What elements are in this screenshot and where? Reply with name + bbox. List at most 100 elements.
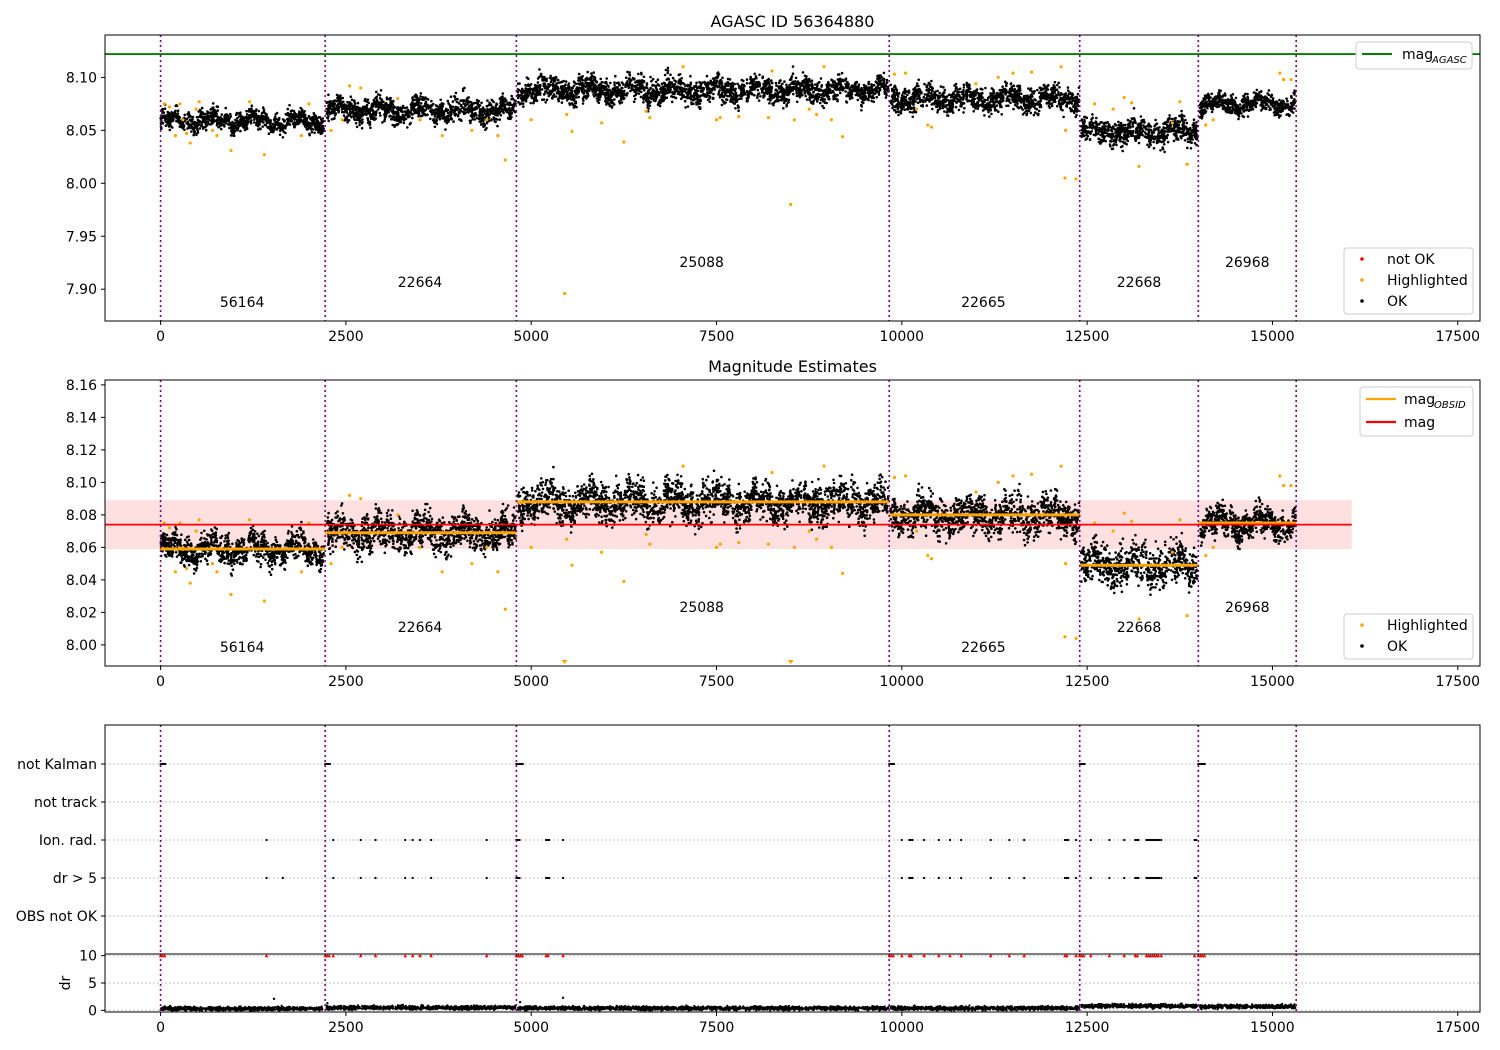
y-tick-label: 8.12 [66, 443, 97, 459]
highlighted-point [562, 291, 567, 296]
flag-point [374, 876, 377, 880]
flag-point [1193, 876, 1196, 880]
dr-axis-label: dr [58, 975, 74, 990]
dr-clipped-marker [162, 953, 167, 958]
highlighted-point [215, 570, 219, 574]
highlighted-point [348, 493, 352, 497]
highlighted-point [915, 107, 919, 111]
dr-clipped-marker [1156, 953, 1161, 958]
flag-point [561, 838, 565, 842]
highlighted-point [418, 118, 422, 122]
middle-panel-yticks: 8.00 8.02 8.04 8.06 8.08 8.10 8.12 8.14 8.16 [66, 378, 105, 654]
highlighted-point [644, 109, 648, 113]
highlighted-point [903, 71, 908, 75]
legend-box [1355, 41, 1473, 70]
highlighted-point [903, 474, 908, 478]
highlighted-point [915, 529, 919, 533]
dr-outlier [326, 1002, 329, 1005]
highlighted-point [340, 545, 344, 549]
flag-point [1081, 762, 1085, 766]
legend-subscript: AGASC [1431, 55, 1467, 66]
x-tick-label: 17500 [1435, 674, 1480, 690]
dr-clipped-marker [484, 953, 489, 958]
highlighted-point [173, 134, 178, 138]
highlighted-point [194, 529, 198, 533]
y-tick-label: 8.14 [66, 410, 97, 426]
y-tick-label: 8.04 [66, 573, 97, 589]
highlighted-point [184, 131, 189, 136]
legend-point-swatch [1360, 278, 1364, 282]
flag-point [430, 876, 433, 880]
highlighted-point [167, 105, 172, 109]
flag-point [922, 838, 926, 842]
flag-point [909, 876, 912, 880]
y-tick-label: 8.00 [66, 638, 97, 654]
highlighted-point [299, 570, 304, 574]
y-tick-label: 8.06 [66, 540, 97, 556]
x-tick-label: 12500 [1065, 1020, 1110, 1036]
dr-clipped-marker [1081, 953, 1086, 958]
flag-point [521, 762, 524, 766]
obsid-label: 22668 [1117, 620, 1162, 636]
x-tick-label: 15000 [1250, 329, 1295, 345]
flag-point [325, 762, 328, 766]
highlighted-point [622, 140, 626, 144]
highlighted-point [714, 118, 719, 122]
dr-clipped-marker [1007, 953, 1012, 958]
legend-point-swatch [1360, 299, 1364, 303]
dr-clipped-marker [1022, 953, 1026, 958]
flag-point [327, 762, 330, 766]
highlighted-point [737, 540, 741, 545]
highlighted-point [737, 114, 741, 119]
highlighted-point [188, 141, 192, 145]
x-tick-label: 15000 [1250, 674, 1295, 690]
obsid-label: 25088 [679, 600, 724, 616]
highlighted-point [184, 566, 189, 571]
top-panel-obsid-labels: 56164 22664 25088 22665 22668 26968 [220, 255, 1270, 311]
flag-point [1150, 876, 1153, 880]
highlighted-point [210, 128, 215, 132]
dr-points [159, 1002, 1297, 1012]
flag-point [989, 838, 992, 842]
highlighted-point [307, 102, 311, 106]
highlighted-point [1281, 484, 1286, 488]
flag-point [909, 838, 912, 842]
dr-clipped-marker [561, 953, 565, 958]
flag-point [1089, 876, 1092, 880]
dr-outlier [561, 996, 565, 999]
highlighted-point [829, 545, 834, 549]
highlighted-point [329, 128, 333, 132]
highlighted-point [565, 112, 569, 117]
flag-point [418, 838, 422, 842]
flag-point [1156, 838, 1159, 842]
x-tick-label: 10000 [880, 674, 925, 690]
flag-point [332, 838, 335, 842]
flag-point [515, 762, 518, 766]
x-tick-label: 7500 [699, 674, 735, 690]
highlighted-point [1064, 128, 1068, 132]
flag-point [1146, 876, 1150, 880]
highlighted-point [1185, 614, 1189, 618]
highlighted-point [1122, 95, 1126, 100]
highlighted-point [359, 497, 363, 501]
highlighted-point [197, 100, 201, 104]
highlighted-point [496, 570, 500, 574]
highlighted-point [178, 102, 182, 106]
flag-point [516, 762, 520, 766]
obsid-label: 25088 [679, 255, 724, 271]
highlighted-point [167, 526, 172, 530]
highlighted-point [926, 553, 930, 558]
dr-panel [105, 953, 1480, 1012]
dr-clipped-marker [1065, 953, 1069, 958]
highlighted-point [1111, 107, 1115, 111]
y-tick-label: 8.16 [66, 378, 97, 394]
highlighted-point [247, 518, 252, 522]
flag-point [892, 762, 896, 766]
flag-point [1108, 838, 1111, 842]
flag-point [900, 876, 903, 880]
plot-layer: 0 2500 5000 7500 10000 12500 15000 175007.907.9… [16, 34, 1481, 1036]
flag-point [328, 762, 332, 766]
dr-clipped-marker [327, 953, 331, 958]
